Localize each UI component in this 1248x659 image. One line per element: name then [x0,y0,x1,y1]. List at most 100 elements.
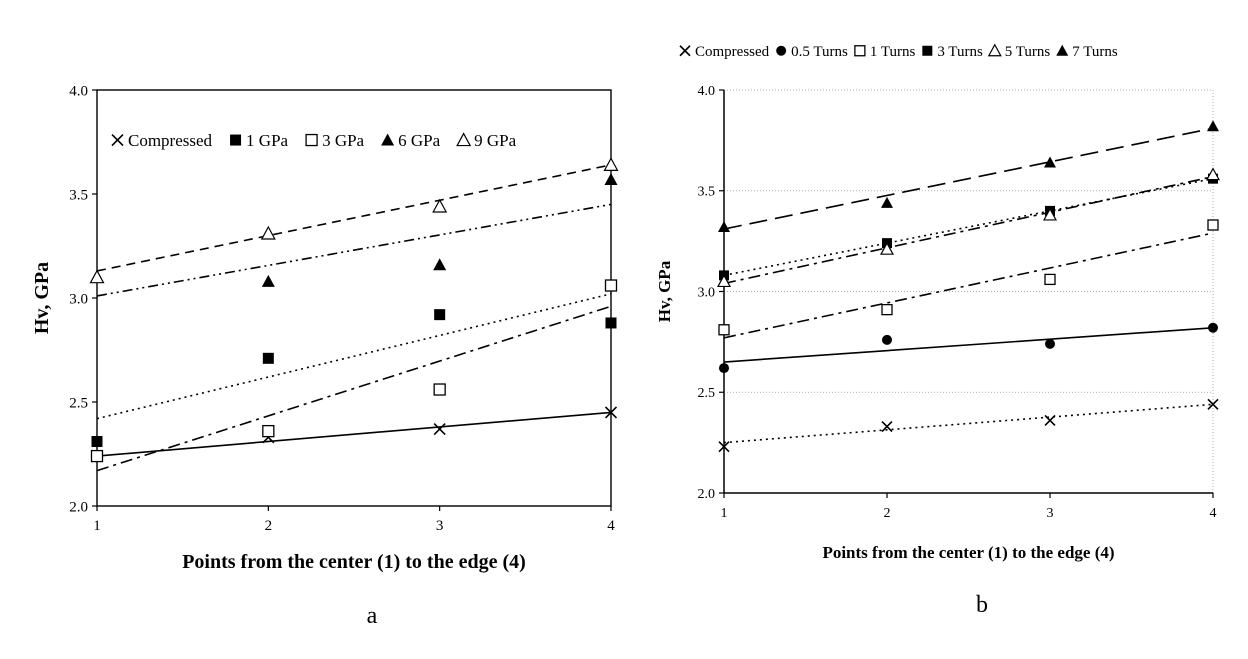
series-1-gpa [91,293,617,448]
data-point [434,309,446,321]
data-point [605,317,617,329]
series-1-turns [718,219,1219,339]
data-point [882,334,892,345]
legend-marker [381,133,395,146]
legend-label: 0.5 Turns [791,44,848,60]
legend: Compressed 0.5 Turns 1 Turns 3 Turns 5 Turns… [679,43,1118,60]
trendline [96,293,612,420]
y-tick-label: 4.0 [698,84,716,99]
series-compressed [718,398,1219,453]
x-tick-label: 4 [1210,506,1217,521]
data-point [879,241,895,255]
legend-label: 7 Turns [1072,44,1118,60]
data-point [1205,167,1221,181]
data-point [90,449,104,463]
data-point [1044,156,1056,168]
data-point [718,441,730,453]
data-point [1044,414,1056,427]
y-tick-label: 3.0 [69,291,88,307]
series-6-gpa [90,172,618,297]
data-point [260,225,276,240]
data-point [262,424,275,438]
trendline [96,203,612,297]
y-tick-label: 2.0 [698,487,716,502]
legend-label: 9 GPa [474,131,516,150]
data-point [433,258,447,271]
y-tick-label: 3.5 [69,187,88,203]
data-point [719,363,729,374]
data-point [604,406,618,419]
series-9-gpa [89,157,619,284]
data-point [716,274,732,288]
trendline [723,175,1214,285]
data-point [1207,398,1219,410]
legend-marker [230,134,242,146]
data-point [718,324,730,336]
legend-marker [456,132,472,147]
legend-marker [854,45,866,57]
y-tick-label: 2.5 [698,386,716,401]
data-point [261,274,275,287]
legend-marker [679,45,691,57]
data-point [91,436,103,448]
legend-marker [922,45,933,56]
data-point [1044,273,1056,286]
x-tick-label: 3 [1047,506,1054,521]
legend-label: 6 GPa [398,131,440,150]
data-point [1042,207,1058,221]
series-5-turns [716,167,1221,288]
legend-label: Compressed [128,131,213,150]
legend-marker [305,133,318,147]
series-7-turns [718,120,1219,233]
legend-label: 3 Turns [937,44,983,60]
x-tick-label: 3 [436,518,444,534]
trendline [96,164,612,272]
legend-label: 1 GPa [246,131,288,150]
data-point [262,352,274,364]
y-axis-label: Hv, GPa [31,262,53,334]
legend: Compressed 1 GPa 3 GPa 6 GPa 9 GPa [111,131,517,150]
x-axis-label: Points from the center (1) to the edge (… [822,543,1114,562]
legend-marker [776,45,787,56]
legend-marker [111,133,124,147]
legend-label: 1 Turns [870,44,916,60]
data-point [718,221,730,233]
trendline [723,127,1214,230]
y-tick-label: 3.5 [698,185,716,200]
plot-frame [96,89,612,507]
data-point [89,269,105,284]
data-point [603,157,619,171]
data-point [1208,322,1218,333]
x-tick-label: 2 [265,518,273,534]
data-point [881,196,893,208]
y-tick-label: 2.5 [69,395,88,411]
panel-label: a [367,603,378,629]
series-compressed [90,406,618,463]
trendline [723,232,1214,339]
legend-marker [1056,44,1069,56]
x-tick-label: 1 [721,506,728,521]
y-tick-label: 4.0 [69,83,88,99]
legend-label: 5 Turns [1005,44,1051,60]
legend-label: 3 GPa [322,131,364,150]
chart-panel-b: 2.0 2.5 3.0 3.5 4.0 1 2 3 4 Points from the cente… [655,43,1221,618]
series-3-turns [719,173,1218,281]
y-axis-label: Hv, GPa [655,260,674,322]
y-tick-label: 2.0 [69,499,88,515]
x-tick-label: 4 [607,518,615,534]
chart-panel-a: 2.0 2.5 3.0 3.5 4.0 1 2 3 4 Points from the cente… [31,83,619,629]
legend-marker [987,43,1002,57]
data-point [1207,219,1219,231]
x-axis-label: Points from the center (1) to the edge (… [182,551,526,573]
data-point [604,279,618,292]
data-point [432,198,448,213]
data-point [881,303,893,316]
data-point [1045,338,1055,349]
x-tick-label: 2 [884,506,891,521]
panel-label: b [976,592,988,618]
data-point [604,172,618,185]
data-point [1207,120,1219,132]
data-point [433,422,446,436]
trendline [96,305,612,472]
